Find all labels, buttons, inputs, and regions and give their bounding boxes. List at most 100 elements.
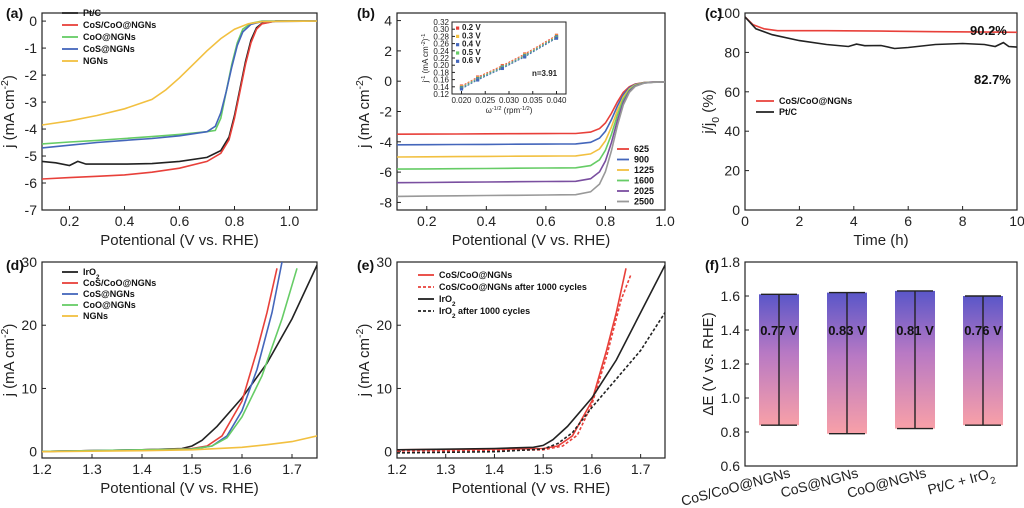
panel-label: (e) (357, 257, 374, 273)
legend-label: CoS/CoO@NGNs (439, 270, 512, 280)
series-line (42, 20, 317, 180)
inset-legend-label: 0.5 V (462, 48, 481, 57)
legend-label: 1600 (634, 176, 654, 186)
y-axis-label: j/j0 (%) (700, 89, 722, 134)
x-tick-label: 8 (959, 213, 967, 229)
y-tick-label: -2 (25, 67, 38, 83)
legend-label: CoS@NGNs (83, 44, 135, 54)
legend-label: NGNs (83, 311, 108, 321)
series-line (42, 262, 283, 453)
y-tick-label: 2 (384, 43, 392, 59)
y-tick-label: 30 (376, 254, 392, 270)
inset: 0.020 0.025 0.030 0.035 0.040 0.120.140.160.1… (421, 18, 567, 115)
bar-value-label: 0.77 V (760, 323, 798, 338)
series-line (397, 274, 632, 452)
y-tick-label: -3 (25, 94, 38, 110)
inset-y-tick-label: 0.30 (433, 25, 449, 34)
x-tick-label: 0.2 (60, 213, 80, 229)
x-tick-label: 0 (741, 213, 749, 229)
inset-legend-marker (456, 26, 460, 30)
y-tick-label: 1.8 (721, 254, 741, 270)
y-tick-label: 20 (21, 317, 37, 333)
y-axis-label: ΔE (V vs. RHE) (700, 312, 717, 415)
x-tick-label: 1.6 (232, 461, 252, 477)
x-tick-label: 1.7 (282, 461, 302, 477)
x-tick-label: 2 (796, 213, 804, 229)
inset-legend-label: 0.4 V (462, 40, 481, 49)
y-tick-label: 0 (29, 444, 37, 460)
x-tick-label: 1.2 (32, 461, 52, 477)
inset-y-tick-label: 0.26 (433, 40, 449, 49)
x-tick-label: 0.6 (170, 213, 190, 229)
y-tick-label: -2 (380, 104, 393, 120)
y-tick-label: -6 (380, 164, 393, 180)
y-tick-label: 30 (21, 254, 37, 270)
legend-label: 625 (634, 144, 649, 154)
x-tick-label: 1.3 (82, 461, 102, 477)
x-tick-label: 0.6 (536, 213, 556, 229)
inset-legend-marker (456, 34, 460, 38)
x-axis-label: Time (h) (853, 232, 908, 249)
legend-label: 2500 (634, 197, 654, 207)
x-tick-label: 1.7 (631, 461, 651, 477)
legend-label: IrO2 (83, 267, 100, 281)
y-tick-label: 10 (376, 380, 392, 396)
x-tick-label: 1.2 (387, 461, 407, 477)
series-line (42, 20, 317, 145)
x-axis-label: Potentional (V vs. RHE) (100, 232, 258, 249)
x-tick-label: 1.4 (485, 461, 505, 477)
legend-label: Pt/C (83, 8, 102, 18)
legend-label: CoO@NGNs (83, 300, 136, 310)
y-tick-label: 0 (732, 202, 740, 218)
annotation-retention: 90.2% (970, 23, 1007, 38)
y-tick-label: -5 (25, 148, 38, 164)
panel-b: 0.2 0.4 0.6 0.8 1.0 4 2 0 -2 -4 -6 -8 Potentional (V… (354, 5, 675, 249)
plot-frame (744, 12, 1018, 211)
y-tick-label: 0 (29, 13, 37, 29)
x-tick-label: 0.4 (115, 213, 135, 229)
inset-y-tick-label: 0.16 (433, 76, 449, 85)
inset-y-tick-label: 0.12 (433, 90, 449, 99)
bar-value-label: 0.76 V (964, 323, 1002, 338)
series-line (397, 312, 665, 454)
legend-label: 2025 (634, 186, 654, 196)
y-tick-label: 0.8 (721, 424, 741, 440)
y-tick-label: 20 (724, 163, 740, 179)
panel-label: (f) (705, 257, 719, 273)
panel-label: (d) (6, 257, 24, 273)
y-tick-label: -6 (25, 175, 38, 191)
x-axis-label: Potentional (V vs. RHE) (452, 232, 610, 249)
y-tick-label: 0 (384, 444, 392, 460)
bar-value-label: 0.81 V (896, 323, 934, 338)
y-tick-label: 1.4 (721, 322, 741, 338)
inset-x-label: ω-1/2 (rpm-1/2) (486, 106, 533, 115)
legend-label: NGNs (83, 56, 108, 66)
x-axis-label: Potentional (V vs. RHE) (452, 480, 610, 497)
panel-e: 1.2 1.3 1.4 1.5 1.6 1.7 0 10 20 30 Potentional (V … (354, 254, 666, 497)
inset-y-tick-label: 0.24 (433, 47, 449, 56)
x-tick-label: 0.8 (225, 213, 245, 229)
inset-x-tick-label: 0.020 (451, 96, 472, 105)
series-line (42, 435, 317, 453)
x-tick-label: 0.4 (477, 213, 497, 229)
x-category-label: CoO@NGNs (845, 464, 927, 500)
legend-label: CoS/CoO@NGNs (83, 278, 156, 288)
inset-x-tick-label: 0.030 (499, 96, 520, 105)
inset-legend-marker (456, 43, 460, 47)
inset-point (500, 66, 504, 71)
x-tick-label: 1.4 (132, 461, 152, 477)
inset-x-tick-label: 0.025 (475, 96, 496, 105)
y-tick-label: 40 (724, 123, 740, 139)
inset-point (459, 87, 464, 91)
y-tick-label: -8 (380, 194, 393, 210)
legend-label: 1225 (634, 165, 654, 175)
panel-label: (a) (6, 5, 23, 21)
inset-annotation: n=3.91 (532, 69, 558, 78)
inset-point (523, 55, 527, 59)
y-tick-label: 1.2 (721, 356, 741, 372)
legend-label: CoO@NGNs (83, 32, 136, 42)
inset-y-tick-label: 0.28 (433, 32, 449, 41)
series-line (397, 264, 665, 451)
y-tick-label: 4 (384, 13, 392, 29)
y-tick-label: 10 (21, 380, 37, 396)
